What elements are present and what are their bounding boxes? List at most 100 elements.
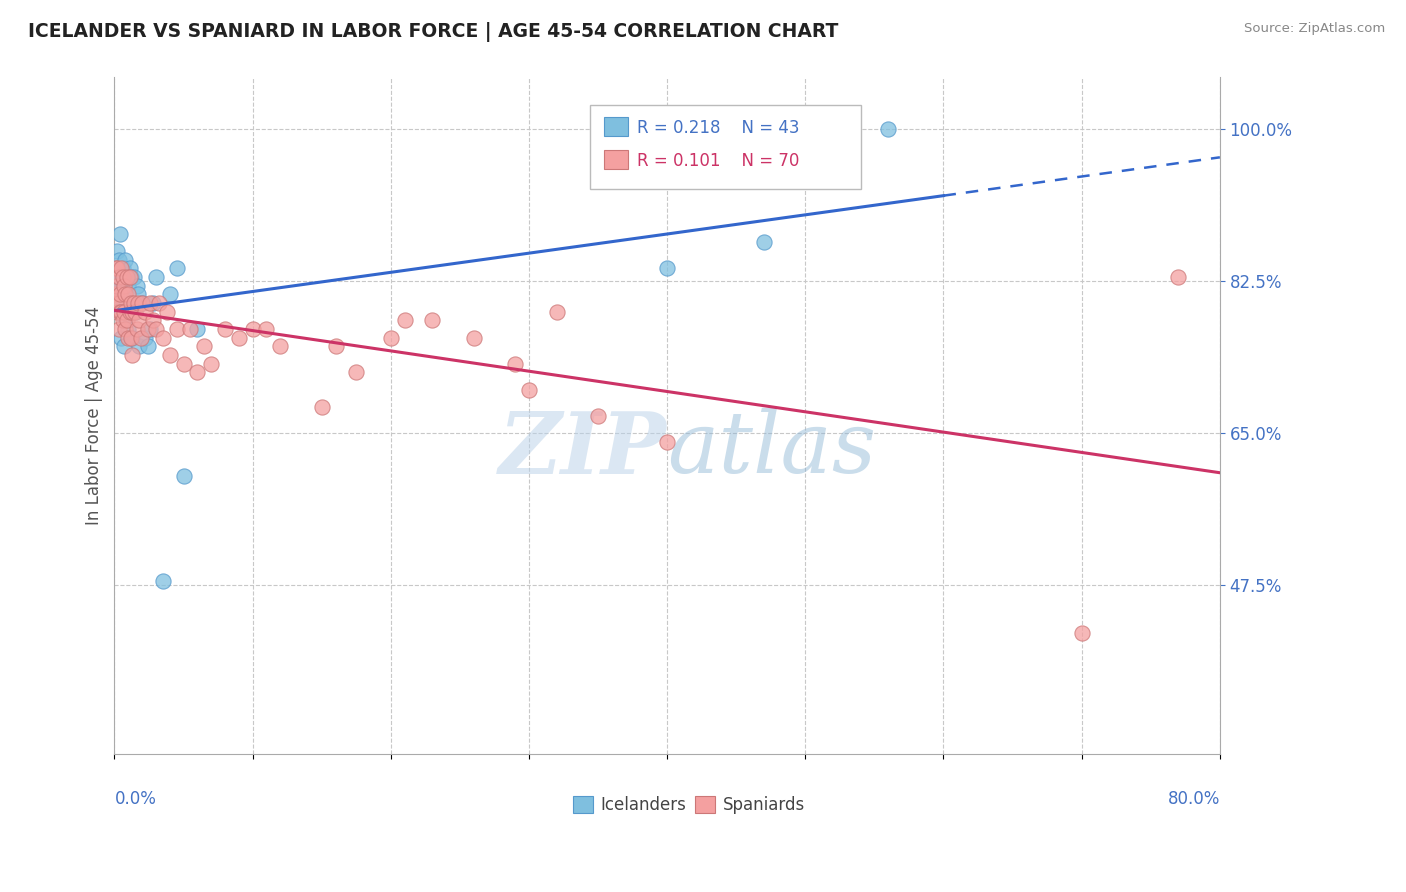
Bar — [574, 796, 593, 813]
Point — [136, 322, 159, 336]
Point — [104, 269, 127, 284]
Point — [311, 400, 333, 414]
Point — [173, 357, 195, 371]
Point — [110, 296, 132, 310]
Point — [254, 322, 277, 336]
Point — [134, 331, 156, 345]
Point — [124, 304, 146, 318]
Point — [159, 348, 181, 362]
Point — [114, 313, 136, 327]
Point — [128, 313, 150, 327]
Point — [104, 287, 127, 301]
Point — [114, 322, 136, 336]
Text: Icelanders: Icelanders — [600, 796, 686, 814]
Point — [112, 304, 135, 318]
Point — [152, 574, 174, 588]
Point — [125, 278, 148, 293]
Point — [228, 331, 250, 345]
Point — [111, 278, 134, 293]
Point — [127, 296, 149, 310]
Point — [752, 235, 775, 250]
Point — [131, 296, 153, 310]
Point — [122, 269, 145, 284]
Point — [105, 261, 128, 276]
Point — [115, 296, 138, 310]
Point — [586, 409, 609, 423]
Point — [111, 261, 134, 276]
Point — [112, 296, 135, 310]
Point — [121, 331, 143, 345]
Point — [166, 261, 188, 276]
Point — [107, 304, 129, 318]
Point — [131, 296, 153, 310]
Point — [118, 296, 141, 310]
Point — [104, 261, 127, 276]
Point — [107, 296, 129, 310]
Point — [108, 227, 131, 241]
Point — [105, 269, 128, 284]
Point — [655, 434, 678, 449]
Point — [186, 365, 208, 379]
Point — [107, 269, 129, 284]
Point — [148, 296, 170, 310]
Point — [242, 322, 264, 336]
Point — [117, 278, 139, 293]
Point — [503, 357, 526, 371]
Text: Spaniards: Spaniards — [723, 796, 804, 814]
Point — [118, 304, 141, 318]
Point — [121, 304, 143, 318]
Point — [145, 322, 167, 336]
Point — [110, 304, 132, 318]
Text: Source: ZipAtlas.com: Source: ZipAtlas.com — [1244, 22, 1385, 36]
Text: ZIP: ZIP — [499, 408, 666, 491]
Point — [420, 313, 443, 327]
Point — [111, 269, 134, 284]
Text: atlas: atlas — [666, 409, 876, 491]
Point — [120, 296, 142, 310]
Text: R = 0.218    N = 43: R = 0.218 N = 43 — [637, 120, 800, 137]
Point — [120, 331, 142, 345]
Point — [517, 383, 540, 397]
Text: R = 0.101    N = 70: R = 0.101 N = 70 — [637, 152, 800, 169]
Point — [156, 304, 179, 318]
Point — [114, 269, 136, 284]
Point — [112, 339, 135, 353]
Bar — [695, 796, 714, 813]
Point — [104, 278, 127, 293]
Point — [134, 304, 156, 318]
Point — [105, 278, 128, 293]
Point — [110, 261, 132, 276]
Point — [115, 269, 138, 284]
Point — [394, 313, 416, 327]
Point — [269, 339, 291, 353]
Point — [344, 365, 367, 379]
Point — [115, 313, 138, 327]
Point — [546, 304, 568, 318]
Point — [114, 287, 136, 301]
Point — [117, 331, 139, 345]
Point — [200, 357, 222, 371]
Point — [142, 296, 165, 310]
Point — [105, 244, 128, 258]
Point — [125, 322, 148, 336]
Point — [1070, 625, 1092, 640]
Point — [104, 296, 127, 310]
Text: ICELANDER VS SPANIARD IN LABOR FORCE | AGE 45-54 CORRELATION CHART: ICELANDER VS SPANIARD IN LABOR FORCE | A… — [28, 22, 838, 42]
Point — [142, 313, 165, 327]
Point — [166, 322, 188, 336]
Point — [118, 269, 141, 284]
Point — [108, 287, 131, 301]
Text: 0.0%: 0.0% — [114, 790, 156, 808]
Point — [173, 469, 195, 483]
Point — [105, 304, 128, 318]
Y-axis label: In Labor Force | Age 45-54: In Labor Force | Age 45-54 — [86, 306, 103, 525]
Point — [193, 339, 215, 353]
Point — [117, 287, 139, 301]
Point — [179, 322, 201, 336]
Point — [107, 322, 129, 336]
Point — [655, 261, 678, 276]
Point — [877, 122, 900, 136]
Point — [121, 348, 143, 362]
Point — [122, 296, 145, 310]
Point — [136, 339, 159, 353]
